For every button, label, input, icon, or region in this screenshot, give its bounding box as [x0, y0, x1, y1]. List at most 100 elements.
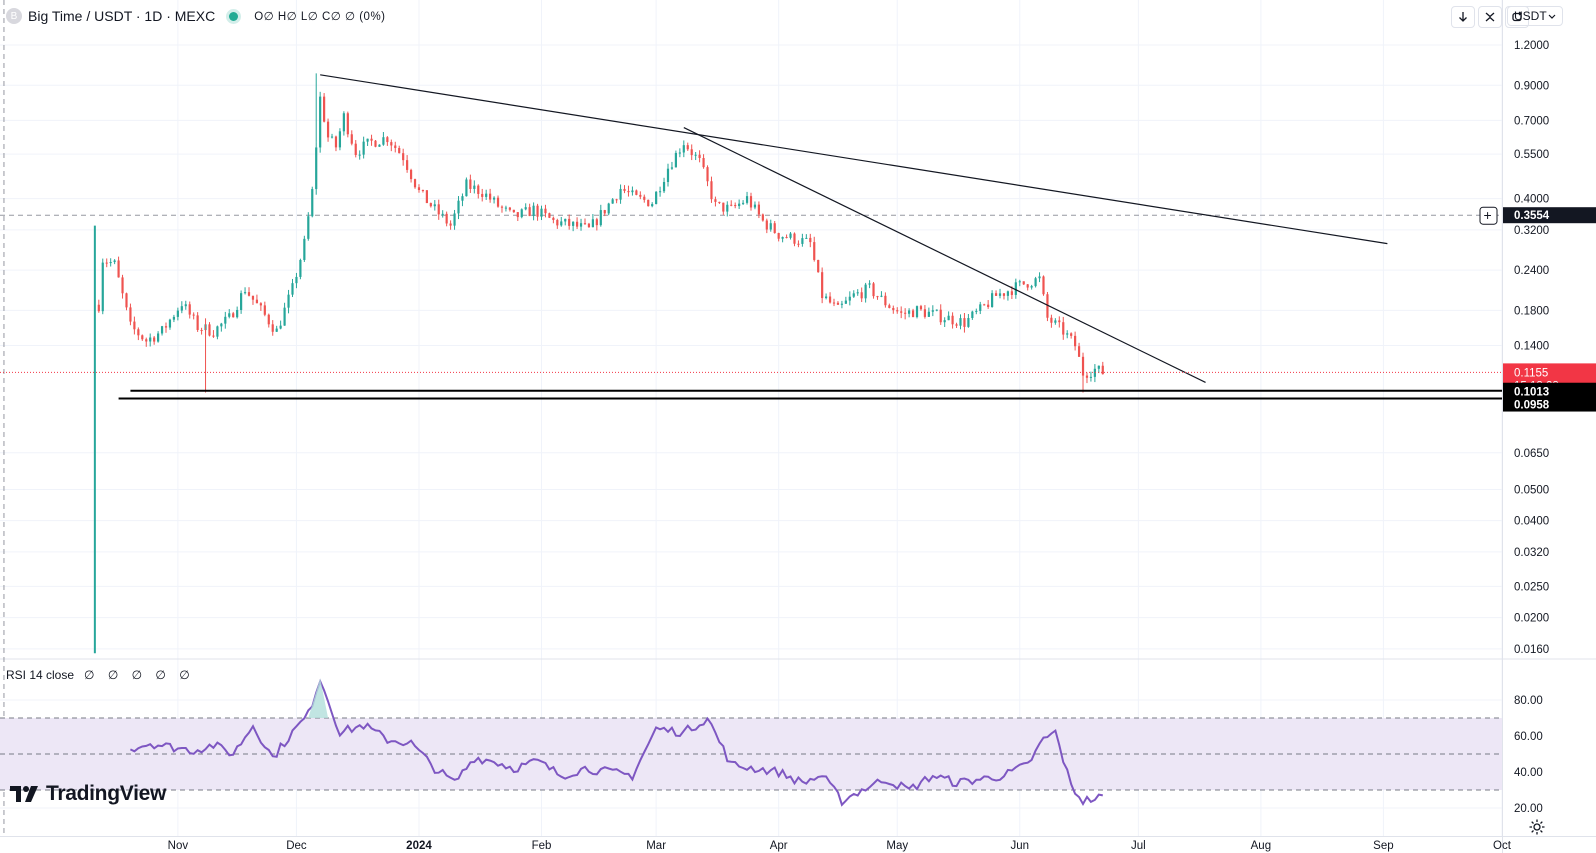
candle-body [1101, 365, 1104, 375]
price-tick-label: 0.0250 [1514, 581, 1549, 593]
candle-body [315, 147, 318, 190]
time-tick-label: Jun [1011, 840, 1030, 852]
rsi-line [129, 678, 1103, 807]
candle-body [338, 131, 342, 148]
candle-body [275, 328, 278, 332]
candle-body [564, 218, 567, 222]
candle-body [753, 204, 757, 208]
crosshair-price-tag: 0.3554 [1514, 210, 1550, 222]
candle-body [489, 193, 492, 200]
support-2-tag: 0.0958 [1514, 400, 1550, 412]
candle-body [311, 189, 314, 217]
candle-body [955, 324, 958, 326]
candle-body [362, 141, 365, 155]
time-tick-label: Oct [1493, 840, 1512, 852]
candle-body [587, 223, 591, 228]
candle-body [105, 262, 108, 264]
candle-body [354, 143, 357, 155]
candle-body [346, 113, 349, 135]
candle-body [749, 196, 753, 208]
candle-body [481, 193, 484, 197]
symbol-title[interactable]: Big Time / USDT · 1D · MEXC [28, 8, 216, 24]
candle-body [236, 309, 239, 318]
candle-body [860, 292, 863, 299]
candle-body [702, 158, 705, 168]
candle-body [263, 305, 266, 315]
candle-body [160, 326, 164, 334]
price-tick-label: 0.3200 [1514, 225, 1549, 237]
candle-body [1089, 376, 1093, 378]
candle-body [611, 199, 614, 204]
price-tick-label: 0.0200 [1514, 613, 1549, 625]
candle-body [939, 309, 942, 323]
candle-body [848, 296, 851, 301]
candle-body [670, 167, 674, 169]
candle-body [991, 293, 994, 308]
candle-body [528, 207, 531, 217]
candle-body [176, 310, 179, 317]
candle-body [971, 311, 974, 318]
candle-body [121, 277, 124, 294]
candle-body [789, 233, 792, 238]
currency-select[interactable]: USDT [1507, 6, 1563, 26]
candle-body [251, 295, 255, 300]
candle-body [825, 296, 828, 299]
chevron-down-icon [1548, 14, 1556, 19]
candle-body [852, 293, 855, 297]
candle-body [544, 208, 547, 214]
candle-body [560, 221, 563, 226]
candle-body [409, 169, 413, 180]
candle-body [828, 296, 832, 303]
candle-body [959, 318, 962, 326]
price-tick-label: 0.0650 [1514, 448, 1549, 460]
candle-body [469, 179, 472, 189]
candle-body [283, 307, 286, 326]
candle-body [599, 210, 602, 226]
candle-body [884, 295, 887, 306]
candle-body [196, 315, 199, 330]
candle-body [718, 201, 721, 203]
candle-body [1018, 281, 1021, 283]
candle-body [769, 223, 772, 230]
candle-body [761, 214, 764, 221]
candle-body [994, 293, 998, 296]
candle-body [868, 283, 871, 285]
rsi-label[interactable]: RSI 14 close [6, 668, 75, 682]
download-arrow-icon[interactable] [1451, 6, 1475, 28]
candle-body [1050, 317, 1053, 323]
tradingview-logo-icon [10, 786, 38, 802]
collapse-icon[interactable] [1478, 6, 1502, 28]
support-1-tag-bg [1503, 382, 1596, 399]
candle-body [876, 296, 879, 298]
candle-body [267, 314, 270, 325]
settings-gear-icon[interactable] [1528, 818, 1546, 836]
candle-body [809, 237, 812, 243]
candle-body [722, 202, 725, 212]
candle-body [678, 152, 681, 154]
candle-body [1074, 335, 1077, 347]
candle-body [908, 310, 911, 314]
candle-body [453, 213, 456, 226]
rsi-values: ∅ ∅ ∅ ∅ ∅ [84, 668, 195, 682]
candle-body [259, 303, 262, 306]
candle-body [334, 136, 338, 148]
candle-body [832, 302, 836, 304]
candle-body [255, 299, 259, 304]
candle-body [485, 193, 488, 197]
candle-body [437, 204, 440, 215]
candle-body [726, 204, 729, 212]
candle-body [915, 306, 919, 318]
price-tick-label: 0.2400 [1514, 265, 1549, 277]
tradingview-logo[interactable]: TradingView [10, 782, 166, 806]
candle-body [303, 238, 306, 260]
candle-body [378, 144, 381, 147]
candle-body [500, 206, 504, 208]
candle-body [1066, 333, 1069, 335]
candle-body [457, 200, 460, 214]
candle-body [271, 324, 274, 332]
candle-body [508, 207, 511, 210]
candle-body [983, 304, 986, 306]
candle-body [805, 237, 808, 239]
candle-body [228, 313, 231, 317]
